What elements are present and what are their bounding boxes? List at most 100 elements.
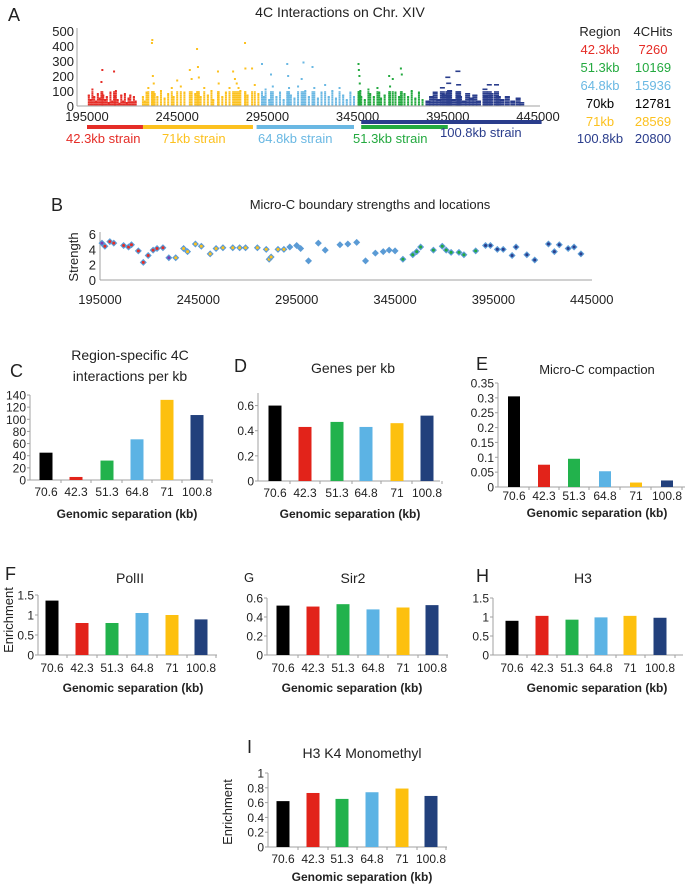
data-point: [304, 91, 307, 93]
data-point: [196, 48, 199, 50]
data-point: [188, 94, 191, 97]
data-point: [372, 103, 375, 106]
data-point: [194, 102, 197, 104]
data-point: [270, 93, 273, 95]
data-point: [216, 70, 219, 73]
x-tick-label: 64.8: [593, 489, 617, 503]
data-point: [96, 94, 99, 97]
data-point: [394, 100, 397, 102]
strain-bar: [256, 125, 354, 129]
data-point: [105, 102, 108, 104]
data-point: [388, 75, 391, 77]
boundary-point-core: [299, 247, 303, 251]
data-point: [417, 94, 420, 97]
data-point: [300, 102, 303, 104]
bar: [276, 605, 290, 655]
data-point: [282, 99, 285, 101]
y-tick-label: 0.4: [237, 424, 254, 438]
data-point: [260, 98, 263, 100]
data-point: [120, 102, 123, 104]
data-point: [203, 98, 206, 100]
data-point: [221, 102, 224, 104]
data-point: [429, 96, 435, 99]
boundary-point-core: [264, 247, 268, 251]
data-point: [447, 100, 453, 102]
data-point: [232, 103, 235, 106]
data-point: [91, 102, 94, 104]
data-point: [359, 91, 362, 93]
data-point: [113, 70, 116, 73]
data-point: [147, 102, 150, 104]
data-point: [304, 102, 307, 104]
data-point: [316, 102, 319, 104]
data-point: [398, 98, 401, 100]
data-point: [398, 100, 401, 102]
data-point: [270, 100, 273, 102]
data-point: [145, 93, 148, 95]
data-point: [235, 91, 238, 93]
data-point: [461, 100, 467, 103]
data-point: [131, 103, 134, 106]
data-point: [123, 94, 126, 97]
y-tick-label: 0: [482, 649, 489, 663]
data-point: [450, 100, 456, 102]
data-point: [389, 100, 392, 102]
data-point: [257, 102, 260, 104]
data-point: [114, 91, 117, 93]
data-point: [264, 88, 267, 91]
data-point: [441, 94, 447, 97]
data-point: [504, 98, 510, 100]
data-point: [217, 98, 220, 100]
data-point: [102, 98, 105, 100]
data-point: [289, 98, 292, 100]
data-point: [113, 94, 116, 97]
data-point: [425, 102, 431, 104]
data-point: [89, 103, 92, 106]
data-point: [151, 75, 154, 77]
data-point: [349, 91, 352, 94]
data-point: [147, 93, 150, 95]
bar: [130, 439, 144, 480]
data-point: [237, 87, 240, 89]
y-tick-label: 200: [52, 69, 74, 84]
y-tick-label: 140: [6, 389, 26, 403]
data-point: [338, 103, 341, 106]
y-tick-label: 1: [257, 767, 264, 781]
data-point: [307, 100, 310, 102]
data-point: [383, 100, 386, 102]
data-point: [111, 102, 114, 104]
bar: [425, 605, 439, 655]
data-point: [244, 102, 247, 104]
data-point: [95, 102, 98, 104]
data-point: [114, 103, 117, 106]
data-point: [271, 85, 274, 88]
data-point: [494, 93, 500, 95]
data-point: [475, 103, 481, 106]
data-point: [224, 94, 227, 97]
data-point: [170, 103, 173, 106]
data-point: [465, 102, 471, 104]
data-point: [132, 98, 135, 100]
data-point: [179, 96, 182, 99]
bar: [135, 613, 149, 655]
data-point: [212, 103, 215, 106]
bar: [306, 792, 320, 847]
y-tick-label: 1.5: [17, 589, 34, 603]
data-point: [176, 91, 179, 93]
data-point: [367, 94, 370, 97]
data-point: [367, 100, 370, 102]
data-point: [114, 96, 117, 99]
data-point: [499, 99, 505, 101]
data-point: [288, 96, 291, 99]
x-axis-label: Genomic separation (kb): [57, 507, 198, 521]
data-point: [170, 93, 173, 95]
data-point: [159, 103, 162, 106]
data-point: [400, 100, 403, 102]
data-point: [114, 100, 117, 102]
data-point: [270, 98, 273, 100]
data-point: [237, 91, 240, 93]
data-point: [176, 96, 179, 99]
data-point: [167, 100, 170, 102]
bar: [298, 426, 312, 481]
data-point: [389, 93, 392, 95]
